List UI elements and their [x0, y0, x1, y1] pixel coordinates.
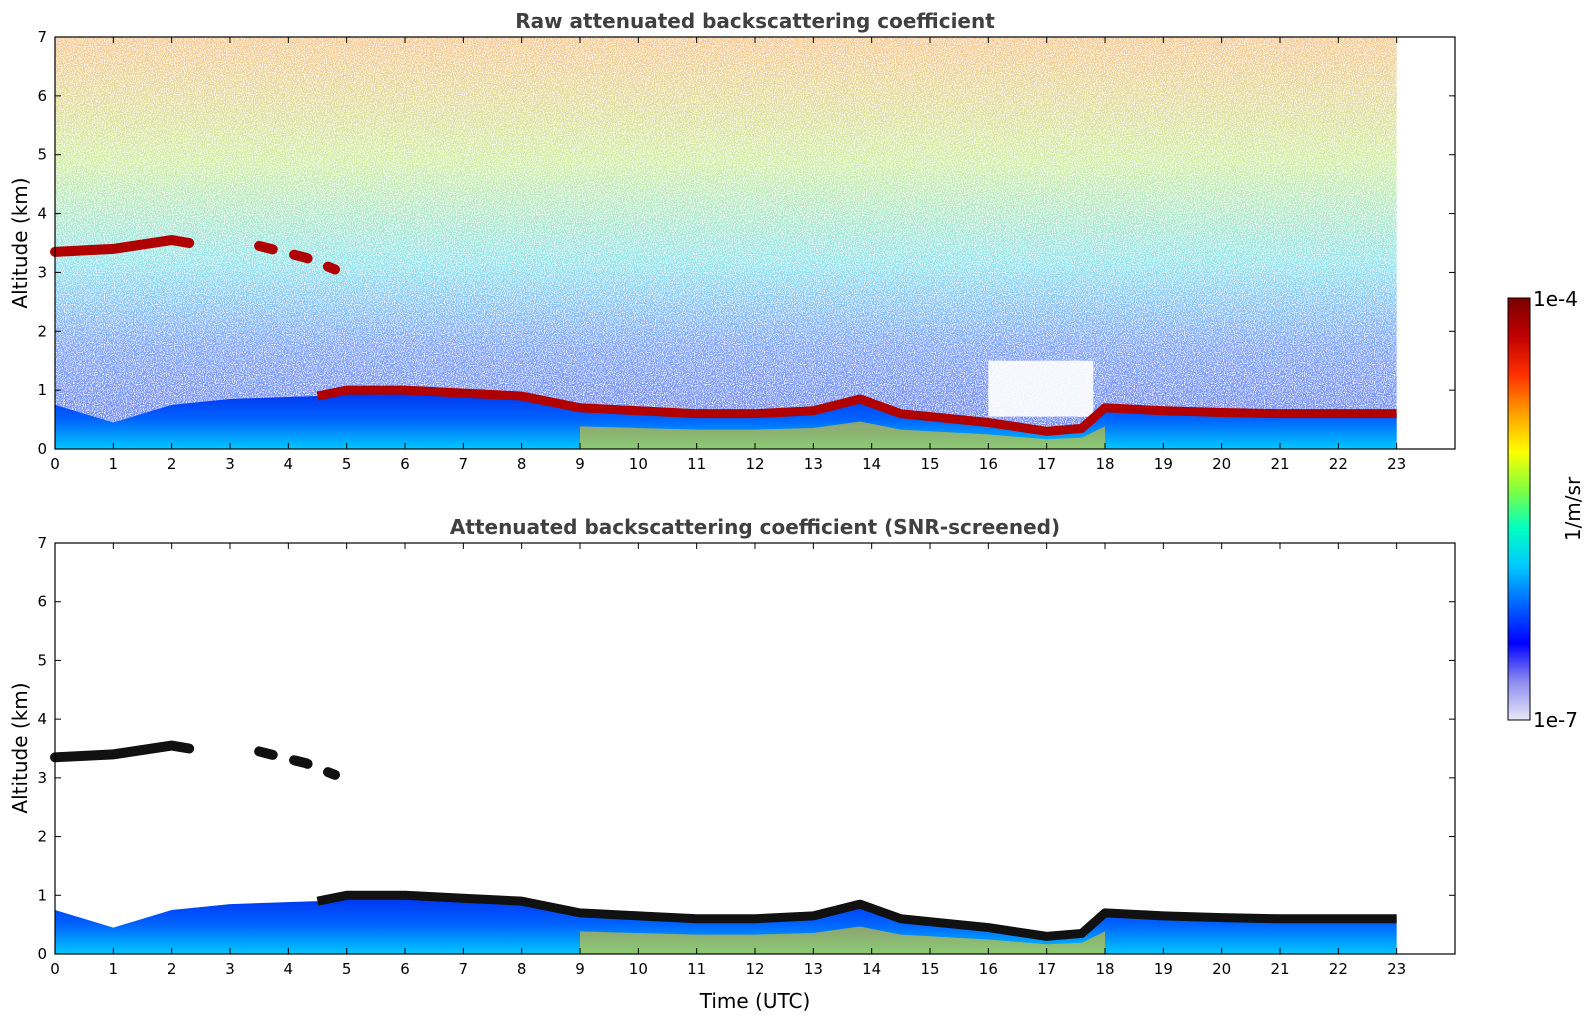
y-tick-label: 0 — [37, 440, 47, 458]
x-tick-label: 23 — [1387, 960, 1406, 978]
x-tick-label: 13 — [804, 960, 823, 978]
x-tick-label: 21 — [1270, 960, 1289, 978]
boundary-layer-top — [316, 890, 1397, 941]
x-tick-label: 19 — [1154, 960, 1173, 978]
y-tick-label: 1 — [37, 381, 47, 399]
y-axis: 0 1 2 3 4 5 6 7 — [37, 534, 1455, 963]
x-tick-label: 10 — [629, 455, 648, 473]
y-axis: 0 1 2 3 4 5 6 7 — [37, 28, 1455, 458]
x-tick-label: 16 — [979, 455, 998, 473]
x-tick-label: 9 — [575, 960, 585, 978]
x-tick-label: 12 — [745, 960, 764, 978]
y-tick-label: 4 — [37, 710, 47, 728]
x-tick-label: 18 — [1095, 960, 1114, 978]
x-tick-label: 22 — [1329, 455, 1348, 473]
x-axis: 0 1 2 3 4 5 6 7 8 9 10 11 12 13 14 15 16 17 18 19 20 21 22 23 — [50, 37, 1406, 473]
elevated-layer — [50, 234, 195, 257]
y-axis-label: Altitude (km) — [8, 177, 32, 308]
x-tick-label: 8 — [517, 960, 527, 978]
x-tick-label: 20 — [1212, 455, 1231, 473]
x-tick-label: 15 — [920, 455, 939, 473]
x-tick-label: 19 — [1154, 455, 1173, 473]
x-tick-label: 13 — [804, 455, 823, 473]
elevated-layer — [254, 746, 340, 780]
x-tick-label: 5 — [342, 455, 352, 473]
x-tick-label: 3 — [225, 455, 235, 473]
x-tick-label: 6 — [400, 455, 410, 473]
x-tick-label: 22 — [1329, 960, 1348, 978]
x-tick-label: 14 — [862, 455, 881, 473]
x-tick-label: 10 — [629, 960, 648, 978]
x-tick-label: 0 — [50, 960, 60, 978]
y-tick-label: 7 — [37, 28, 47, 46]
aerosol-band — [580, 421, 1105, 449]
x-tick-label: 4 — [284, 455, 294, 473]
x-tick-label: 11 — [687, 960, 706, 978]
clear-gap — [988, 360, 1094, 417]
aerosol-band — [580, 926, 1105, 954]
noise-speckle — [55, 37, 1397, 449]
chart-title: Raw attenuated backscattering coefficien… — [515, 9, 995, 33]
x-tick-label: 1 — [109, 960, 119, 978]
colorbar: 1e-4 1e-7 1/m/sr — [1507, 287, 1585, 732]
boundary-layer-top — [316, 385, 1397, 436]
y-axis-label: Altitude (km) — [8, 682, 32, 813]
x-tick-label: 1 — [109, 455, 119, 473]
y-tick-label: 2 — [37, 828, 47, 846]
y-tick-label: 6 — [37, 593, 47, 611]
y-tick-label: 3 — [37, 263, 47, 281]
x-tick-label: 18 — [1095, 455, 1114, 473]
y-tick-label: 4 — [37, 205, 47, 223]
colorbar-unit-label: 1/m/sr — [1561, 476, 1585, 541]
x-axis: 0 1 2 3 4 5 6 7 8 9 10 11 12 13 14 15 16 17 18 19 20 21 22 23 — [50, 543, 1406, 978]
panel-raw: Raw attenuated backscattering coefficien… — [8, 9, 1456, 473]
heatmap-area — [50, 740, 1397, 954]
x-tick-label: 20 — [1212, 960, 1231, 978]
colorbar-bar — [1507, 297, 1531, 721]
x-tick-label: 6 — [400, 960, 410, 978]
y-tick-label: 1 — [37, 886, 47, 904]
x-tick-label: 0 — [50, 455, 60, 473]
y-tick-label: 3 — [37, 769, 47, 787]
x-tick-label: 5 — [342, 960, 352, 978]
x-axis-label: Time (UTC) — [699, 989, 811, 1013]
x-tick-label: 23 — [1387, 455, 1406, 473]
x-tick-label: 11 — [687, 455, 706, 473]
x-tick-label: 14 — [862, 960, 881, 978]
x-tick-label: 15 — [920, 960, 939, 978]
x-tick-label: 8 — [517, 455, 527, 473]
x-tick-label: 7 — [459, 960, 469, 978]
x-tick-label: 4 — [284, 960, 294, 978]
x-tick-label: 12 — [745, 455, 764, 473]
panel-screened: Attenuated backscattering coefficient (S… — [8, 515, 1456, 1013]
x-tick-label: 7 — [459, 455, 469, 473]
x-tick-label: 16 — [979, 960, 998, 978]
y-tick-label: 5 — [37, 146, 47, 164]
chart-title: Attenuated backscattering coefficient (S… — [450, 515, 1060, 539]
x-tick-label: 2 — [167, 455, 177, 473]
y-tick-label: 5 — [37, 651, 47, 669]
y-tick-label: 6 — [37, 87, 47, 105]
x-tick-label: 3 — [225, 960, 235, 978]
y-tick-label: 7 — [37, 534, 47, 552]
x-tick-label: 2 — [167, 960, 177, 978]
colorbar-max-label: 1e-4 — [1533, 287, 1578, 311]
elevated-layer — [50, 740, 195, 763]
heatmap-area — [50, 37, 1397, 449]
x-tick-label: 17 — [1037, 960, 1056, 978]
x-tick-label: 17 — [1037, 455, 1056, 473]
colorbar-min-label: 1e-7 — [1533, 708, 1578, 732]
elevated-layer — [254, 240, 340, 275]
y-tick-label: 0 — [37, 945, 47, 963]
y-tick-label: 2 — [37, 322, 47, 340]
x-tick-label: 9 — [575, 455, 585, 473]
x-tick-label: 21 — [1270, 455, 1289, 473]
